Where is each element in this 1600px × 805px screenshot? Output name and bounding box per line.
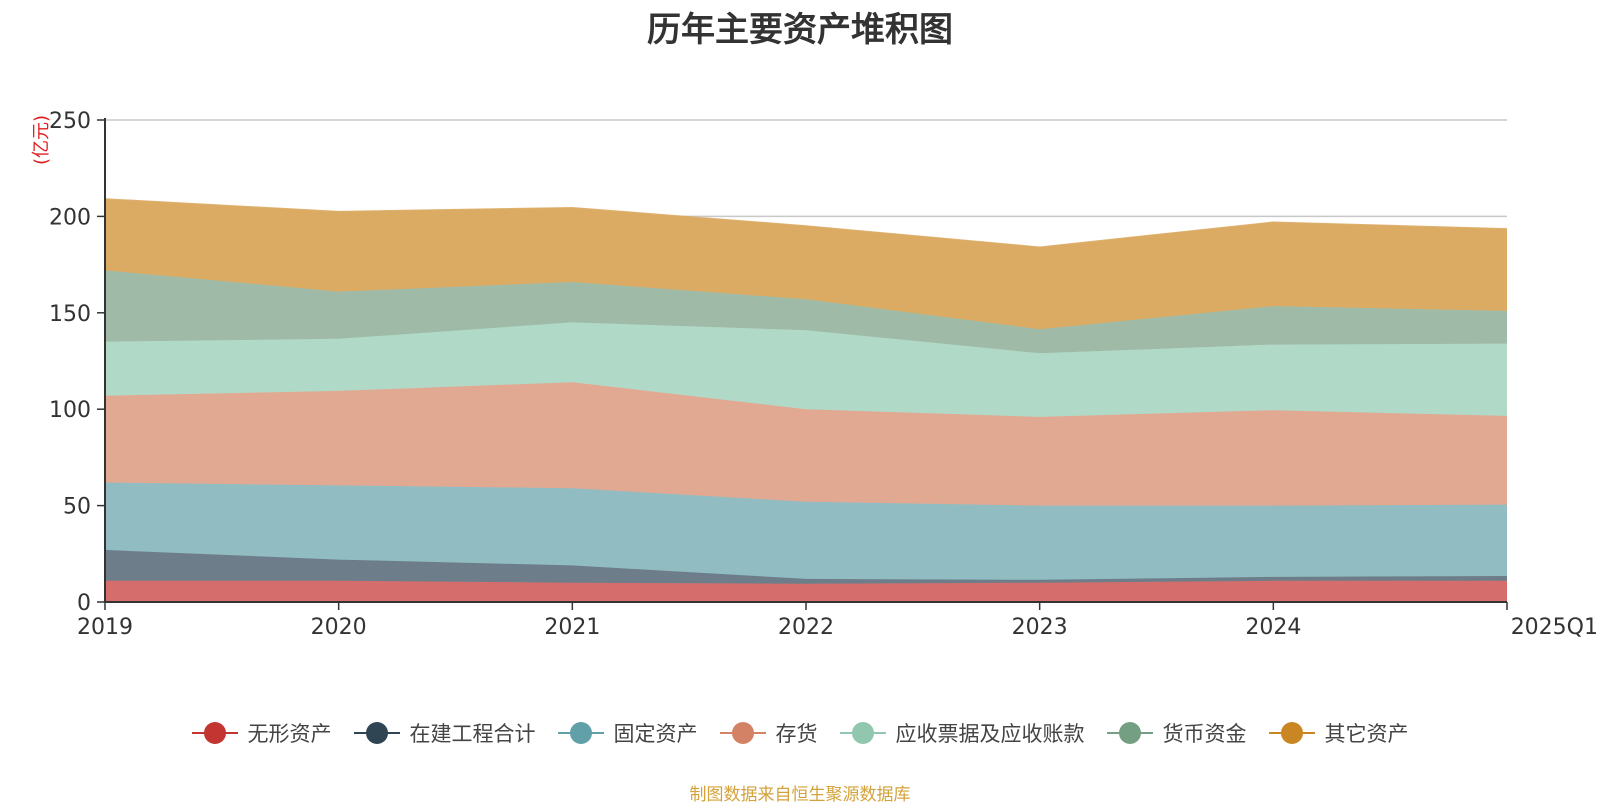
area-series-6 [105, 199, 1507, 330]
legend-marker-icon [1106, 721, 1153, 745]
area-series-1 [105, 549, 1507, 584]
axes: 0 50 100 150 200 250 2019 2020 2021 2022 2023 2024 2… [49, 109, 1598, 640]
y-tick-label: 50 [63, 495, 91, 520]
area-series-5 [105, 270, 1507, 354]
legend-marker-dot [731, 722, 754, 744]
legend-marker-dot [569, 722, 592, 744]
legend-marker-dot [1280, 722, 1303, 744]
y-tick-label: 200 [49, 205, 91, 230]
area-series-2 [105, 482, 1507, 580]
data-source-note: 制图数据来自恒生聚源数据库 [689, 785, 911, 805]
legend-marker-icon [1268, 721, 1315, 745]
x-tick-label: 2021 [544, 615, 600, 640]
area-series-edge-6 [104, 198, 1508, 248]
x-tick-label: 2022 [778, 615, 834, 640]
legend-marker-dot [365, 722, 388, 744]
legend-label: 应收票据及应收账款 [895, 722, 1085, 746]
legend-item[interactable]: 应收票据及应收账款 [839, 718, 1085, 748]
x-tick-label: 2023 [1012, 615, 1068, 640]
legend-marker-icon [839, 721, 886, 745]
legend-marker-icon [719, 721, 766, 745]
legend-marker-icon [191, 721, 238, 745]
legend-marker-dot [851, 722, 874, 744]
legend-label: 其它资产 [1324, 722, 1409, 746]
y-tick-label: 0 [77, 591, 91, 616]
legend-item[interactable]: 其它资产 [1268, 718, 1409, 748]
legend-item[interactable]: 货币资金 [1106, 718, 1247, 748]
legend-item[interactable]: 存货 [719, 718, 818, 748]
legend-label: 存货 [775, 722, 818, 746]
y-tick-label: 150 [49, 302, 91, 327]
x-tick-label: 2020 [311, 615, 367, 640]
legend-label: 固定资产 [613, 722, 698, 746]
legend-item[interactable]: 无形资产 [191, 718, 332, 748]
y-tick-label: 250 [49, 109, 91, 134]
legend-label: 货币资金 [1162, 722, 1247, 746]
legend-marker-icon [353, 721, 400, 745]
area-series-0 [105, 580, 1507, 602]
stacked-areas [104, 198, 1508, 602]
legend-item[interactable]: 固定资产 [557, 718, 698, 748]
x-tick-label: 2025Q1 [1511, 615, 1598, 640]
legend-item[interactable]: 在建工程合计 [353, 718, 536, 748]
legend-marker-dot [1118, 722, 1141, 744]
chart-title: 历年主要资产堆积图 [647, 10, 953, 50]
y-axis-unit-label: (亿元) [31, 115, 52, 165]
area-series-4 [105, 322, 1507, 417]
legend-label: 无形资产 [247, 722, 332, 746]
y-tick-label: 100 [49, 398, 91, 423]
x-tick-label: 2019 [77, 615, 133, 640]
legend-label: 在建工程合计 [409, 722, 536, 746]
area-series-3 [105, 382, 1507, 506]
x-tick-label: 2024 [1245, 615, 1301, 640]
legend-marker-icon [557, 721, 604, 745]
legend-marker-dot [203, 722, 226, 744]
chart-legend: 无形资产 在建工程合计 固定资产 存货 应收票据及应收账款 货币资金 其它资产 [0, 718, 1600, 748]
